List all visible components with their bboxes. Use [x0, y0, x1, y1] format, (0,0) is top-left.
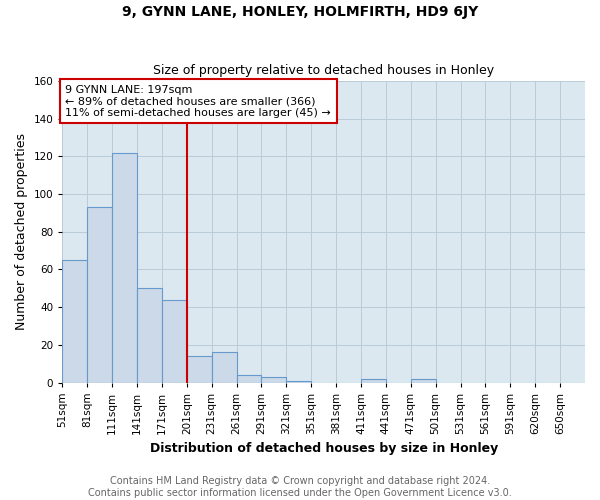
Bar [137, 288, 162, 382]
X-axis label: Distribution of detached houses by size in Honley: Distribution of detached houses by size … [149, 442, 498, 455]
Text: 9, GYNN LANE, HONLEY, HOLMFIRTH, HD9 6JY: 9, GYNN LANE, HONLEY, HOLMFIRTH, HD9 6JY [122, 5, 478, 19]
Bar [361, 378, 386, 382]
Bar [212, 352, 236, 382]
Bar [162, 300, 187, 382]
Bar [62, 260, 87, 382]
Bar [112, 152, 137, 382]
Bar [286, 380, 311, 382]
Bar [87, 207, 112, 382]
Bar [411, 378, 436, 382]
Bar [236, 375, 262, 382]
Text: 9 GYNN LANE: 197sqm
← 89% of detached houses are smaller (366)
11% of semi-detac: 9 GYNN LANE: 197sqm ← 89% of detached ho… [65, 84, 331, 118]
Text: Contains HM Land Registry data © Crown copyright and database right 2024.
Contai: Contains HM Land Registry data © Crown c… [88, 476, 512, 498]
Bar [187, 356, 212, 382]
Y-axis label: Number of detached properties: Number of detached properties [15, 133, 28, 330]
Bar [262, 377, 286, 382]
Title: Size of property relative to detached houses in Honley: Size of property relative to detached ho… [153, 64, 494, 77]
